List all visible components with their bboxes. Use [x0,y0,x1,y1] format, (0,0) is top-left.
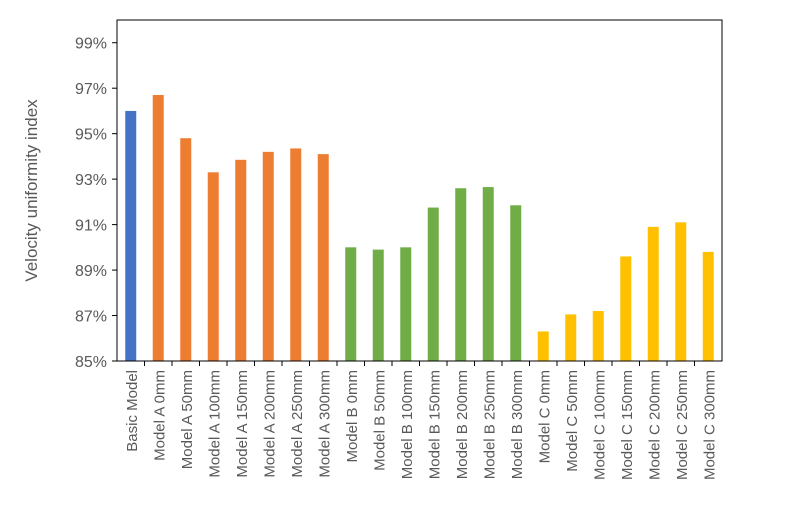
y-tick-label: 91% [75,218,107,235]
x-tick-label: Model C 300mm [701,370,718,480]
bar [675,222,687,361]
bar [152,95,164,362]
bar [482,187,494,361]
y-axis-label: Velocity uniformity index [22,99,41,282]
bar [400,247,412,361]
x-tick-label: Model C 150mm [619,370,636,480]
bar [592,310,604,361]
x-tick-label: Model C 50mm [564,370,581,472]
x-tick-label: Model B 100mm [399,370,416,479]
bar [565,314,577,361]
y-tick-label: 87% [75,309,107,326]
x-tick-label: Model B 0mm [344,370,361,463]
y-tick-label: 89% [75,263,107,280]
x-axis-ticks: Basic Model Model A 0mm Model A 50mm Model … [124,361,718,480]
bar [510,205,522,361]
bar [702,251,714,361]
bar [125,110,137,361]
x-tick-label: Model A 50mm [179,370,196,469]
x-tick-label: Model C 0mm [536,370,553,463]
x-tick-label: Model A 200mm [261,370,278,478]
bar [647,226,659,361]
bar [455,188,467,361]
x-tick-label: Model A 150mm [234,370,251,478]
y-tick-label: 99% [75,36,107,53]
y-tick-label: 97% [75,81,107,98]
bar [372,249,384,361]
bar [620,256,632,361]
y-tick-label: 93% [75,172,107,189]
bar [235,159,247,361]
x-tick-label: Model B 150mm [426,370,443,479]
x-tick-label: Model A 250mm [289,370,306,478]
bars-group [125,95,714,362]
x-tick-label: Model B 300mm [509,370,526,479]
x-tick-label: Model A 300mm [316,370,333,478]
x-tick-label: Model B 250mm [481,370,498,479]
bar [427,207,439,361]
bar [207,172,219,361]
bar [262,151,274,361]
x-tick-label: Model B 200mm [454,370,471,479]
x-tick-label: Model A 0mm [151,370,168,461]
bar [317,154,329,361]
x-tick-label: Model C 200mm [646,370,663,480]
bar [345,247,357,361]
bar [180,138,192,361]
bar [537,331,549,361]
bar [290,148,302,361]
plot-area-frame [116,19,723,362]
x-tick-label: Model B 50mm [371,370,388,471]
y-axis-ticks: 85% 87% 89% 91% 93% 95% 97% 99% [75,36,117,371]
x-tick-label: Model A 100mm [206,370,223,478]
x-tick-label: Basic Model [124,370,141,452]
y-tick-label: 85% [75,354,107,371]
y-tick-label: 95% [75,127,107,144]
x-tick-label: Model C 100mm [591,370,608,480]
x-tick-label: Model C 250mm [674,370,691,480]
